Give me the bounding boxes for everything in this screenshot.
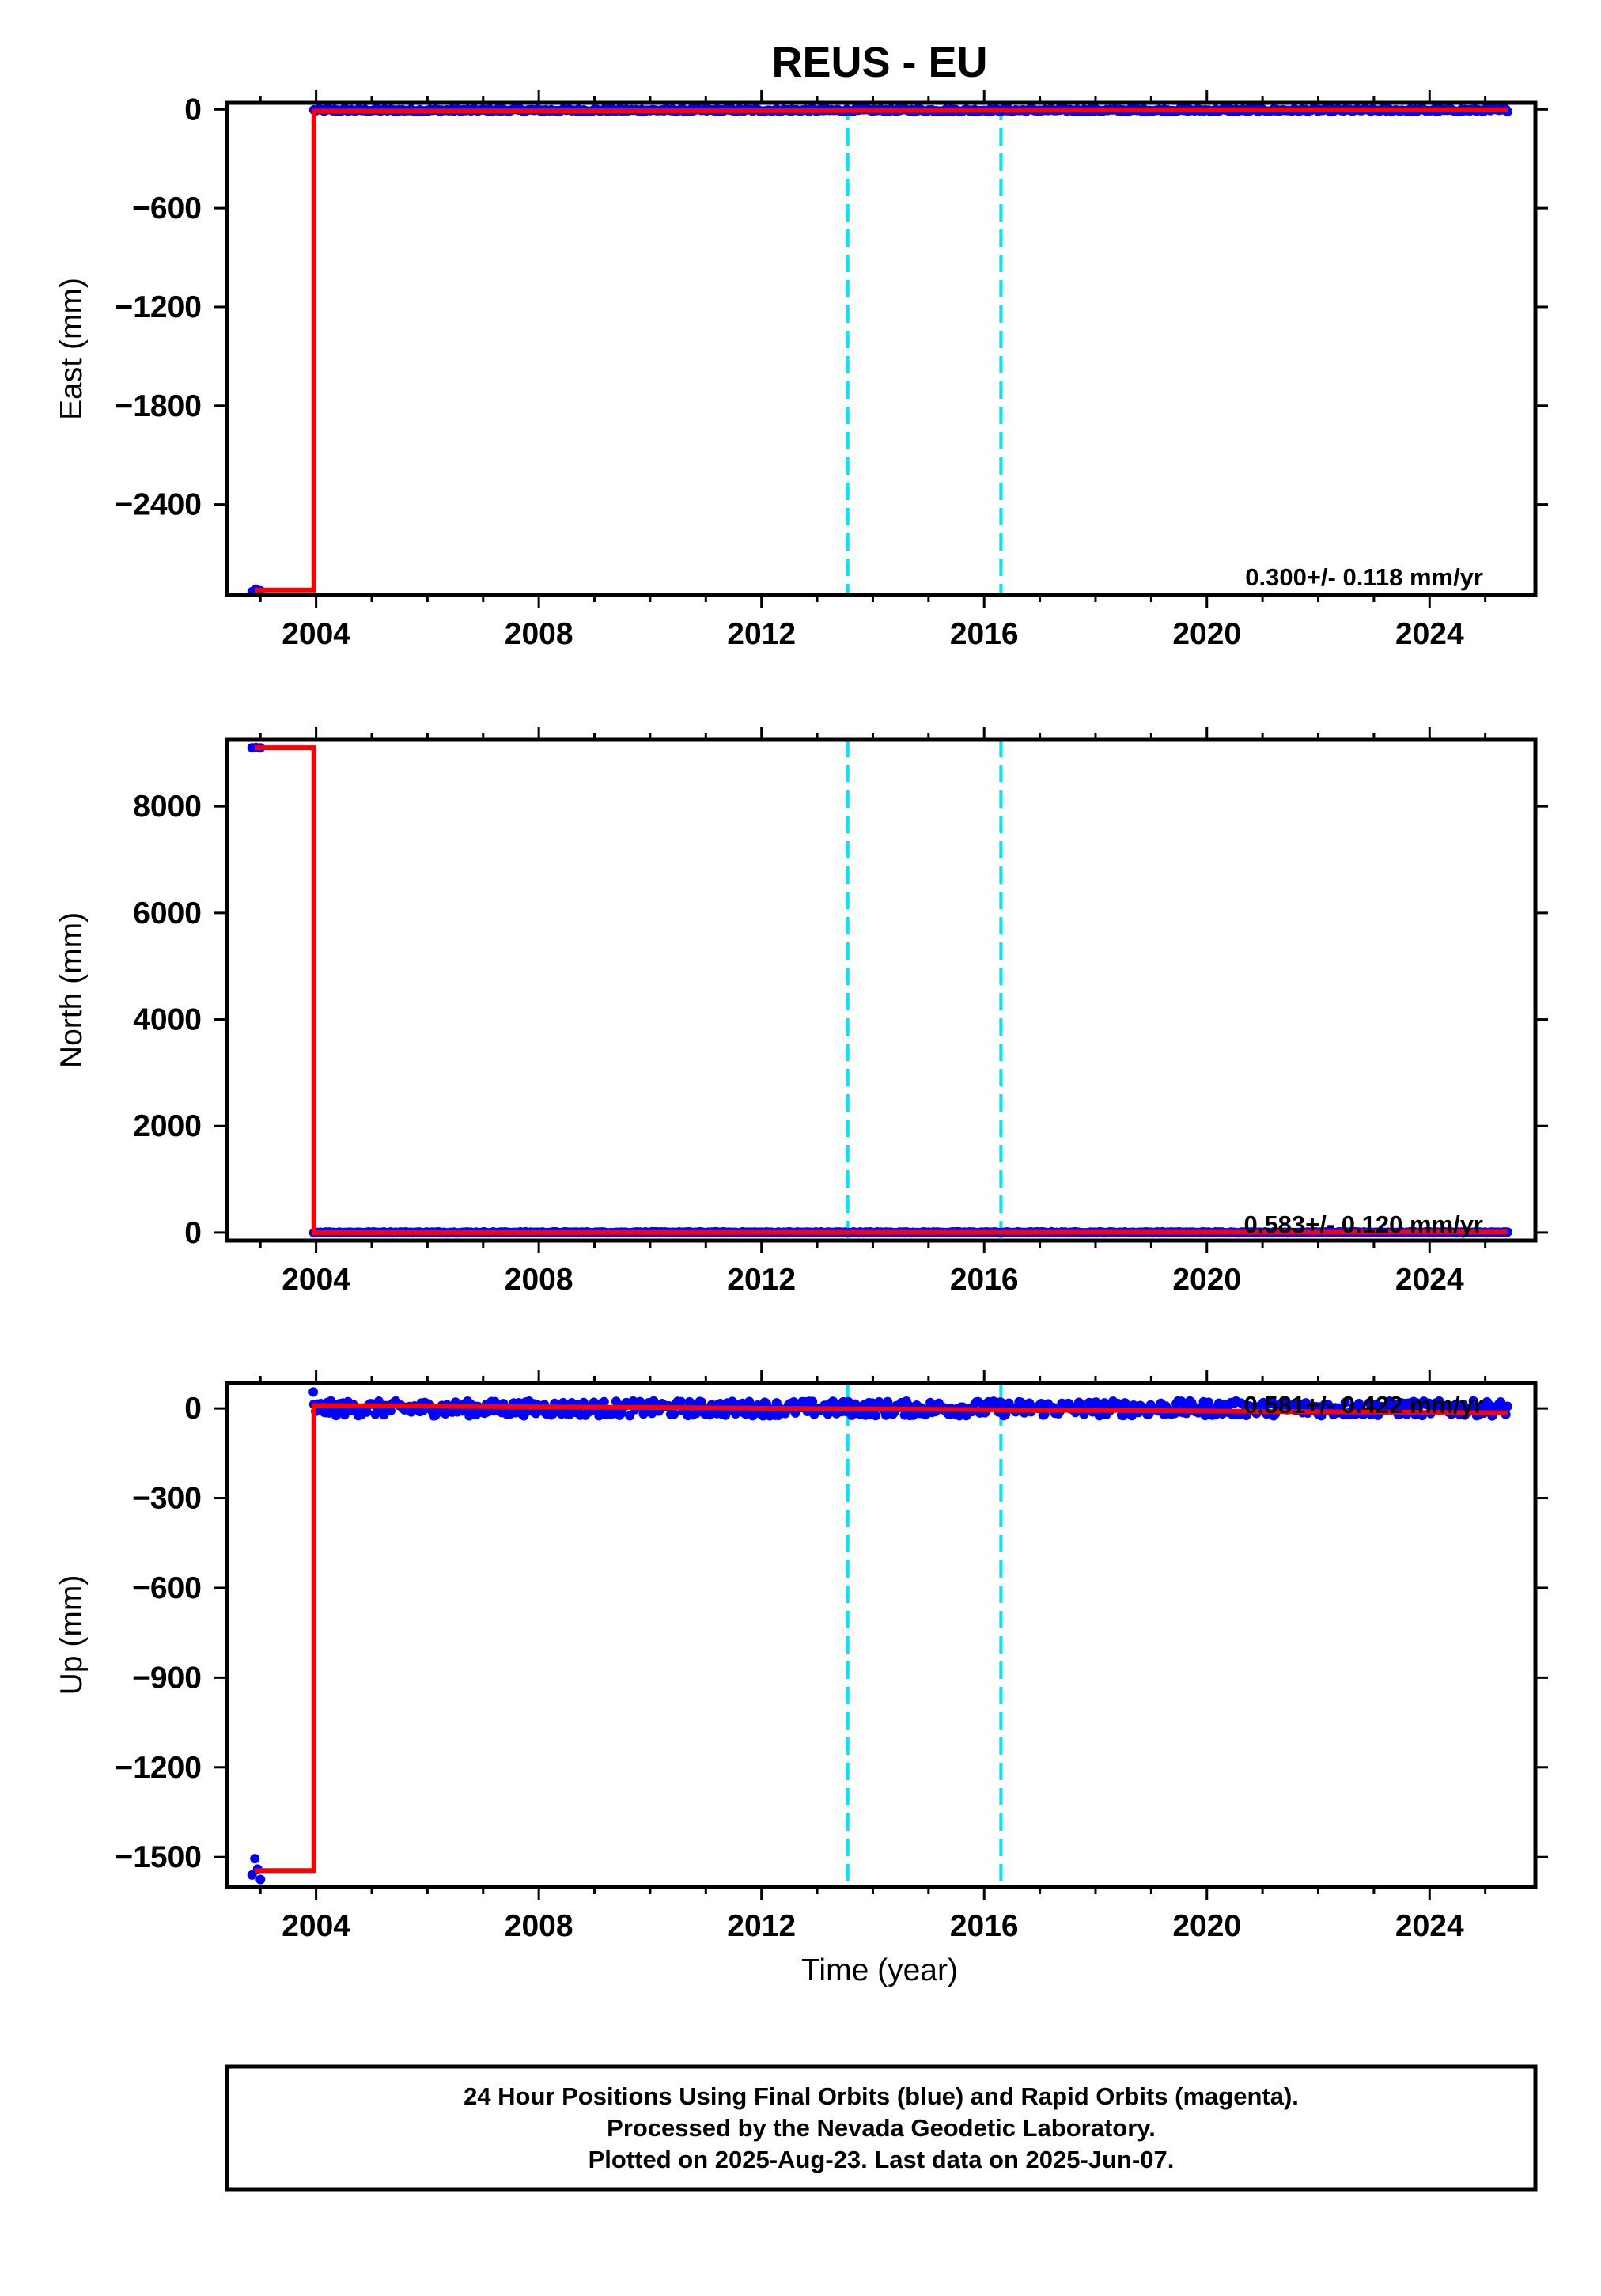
y-tick-label: −1500	[115, 1840, 202, 1874]
model-line	[255, 745, 1508, 1235]
x-tick-label: 2016	[950, 1263, 1019, 1297]
x-tick-label: 2020	[1172, 1909, 1241, 1943]
y-tick-label: −300	[132, 1482, 202, 1516]
y-tick-label: −1800	[115, 389, 202, 423]
x-tick-label: 2024	[1395, 617, 1464, 651]
data-points	[247, 104, 1512, 595]
rate-annotation: 0.583+/- 0.120 mm/yr	[1244, 1211, 1483, 1238]
caption-line-3: Plotted on 2025-Aug-23. Last data on 202…	[589, 2146, 1175, 2173]
panel-frame	[225, 100, 1538, 597]
data-points	[247, 1387, 1512, 1885]
caption-border	[225, 2064, 1538, 2192]
data-point	[676, 1396, 686, 1407]
y-tick-label: 8000	[133, 790, 202, 824]
x-tick-label: 2008	[505, 617, 573, 651]
x-tick-label: 2020	[1172, 1263, 1241, 1297]
data-point	[808, 1396, 818, 1407]
y-tick-label: −1200	[115, 1751, 202, 1785]
caption-line-1: 24 Hour Positions Using Final Orbits (bl…	[464, 2082, 1299, 2110]
data-point	[255, 1874, 266, 1885]
model-line	[255, 107, 1508, 593]
x-tick-label: 2016	[950, 617, 1019, 651]
rate-annotation: 0.300+/- 0.118 mm/yr	[1245, 563, 1483, 591]
data-point	[308, 1387, 319, 1397]
x-tick-label: 2004	[282, 1909, 350, 1943]
panel-1: 2004 2008 2012 2016 2020 2024 0 −600 −1200 −1800 −…	[55, 90, 1548, 651]
x-tick-label: 2012	[727, 1909, 796, 1943]
model-line	[255, 1403, 1508, 1874]
data-point	[871, 1411, 881, 1421]
x-axis-label: Time (year)	[801, 1953, 958, 1987]
panel-2: 2004 2008 2012 2016 2020 2024 0 2000 4000 6000 800…	[55, 727, 1548, 1297]
data-point	[616, 1408, 626, 1419]
y-tick-label: 6000	[133, 896, 202, 930]
data-point	[744, 1396, 755, 1407]
panel-frame	[225, 737, 1538, 1243]
y-tick-label: 4000	[133, 1003, 202, 1037]
data-point	[379, 1410, 389, 1420]
y-tick-label: −900	[132, 1661, 202, 1695]
y-axis-label: Up (mm)	[55, 1575, 89, 1695]
data-point	[247, 1870, 257, 1880]
caption-box: 24 Hour Positions Using Final Orbits (bl…	[225, 2064, 1538, 2192]
y-tick-label: −2400	[115, 488, 202, 522]
caption-line-2: Processed by the Nevada Geodetic Laborat…	[607, 2114, 1156, 2142]
data-point	[758, 1411, 768, 1421]
data-point	[669, 1409, 679, 1419]
x-tick-label: 2012	[727, 1263, 796, 1297]
y-axis-label: East (mm)	[55, 278, 89, 420]
data-point	[1502, 1401, 1512, 1411]
y-axis-label: North (mm)	[55, 912, 89, 1068]
data-point	[1340, 1397, 1350, 1408]
y-tick-label: 0	[184, 93, 202, 127]
data-point	[599, 1396, 609, 1407]
x-tick-label: 2004	[282, 1263, 350, 1297]
x-tick-label: 2004	[282, 617, 350, 651]
y-tick-label: 0	[184, 1392, 202, 1426]
panels-group: 2004 2008 2012 2016 2020 2024 0 −600 −1200 −1800 −…	[55, 90, 1548, 1943]
x-tick-label: 2024	[1395, 1909, 1464, 1943]
x-tick-label: 2024	[1395, 1263, 1464, 1297]
x-tick-label: 2012	[727, 617, 796, 651]
y-tick-label: −1200	[115, 290, 202, 324]
x-tick-label: 2016	[950, 1909, 1019, 1943]
chart-title: REUS - EU	[771, 39, 987, 86]
panel-3: 2004 2008 2012 2016 2020 2024 0 −300 −600 −900 −12…	[55, 1370, 1548, 1943]
y-tick-label: 0	[184, 1216, 202, 1250]
x-tick-label: 2020	[1172, 617, 1241, 651]
x-tick-label: 2008	[505, 1263, 573, 1297]
x-tick-label: 2008	[505, 1909, 573, 1943]
y-tick-label: −600	[132, 1571, 202, 1605]
data-point	[250, 1854, 260, 1864]
rate-annotation: 0.581+/- 0.422 mm/yr	[1244, 1391, 1483, 1419]
data-points	[247, 742, 1512, 1238]
y-tick-label: −600	[132, 191, 202, 225]
panel-frame	[225, 1381, 1538, 1889]
y-tick-label: 2000	[133, 1109, 202, 1143]
